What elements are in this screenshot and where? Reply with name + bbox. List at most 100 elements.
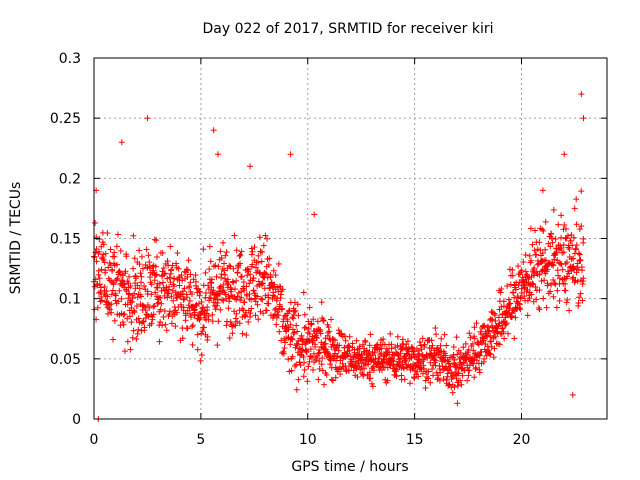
data-point [323, 371, 330, 378]
data-point [92, 219, 99, 226]
data-point [400, 365, 407, 372]
data-point [143, 246, 150, 253]
data-point [536, 271, 543, 278]
data-point [479, 334, 486, 341]
data-point [294, 328, 301, 335]
data-point [110, 281, 117, 288]
data-point [245, 318, 252, 325]
data-point [451, 384, 458, 391]
data-point [494, 328, 501, 335]
data-point [207, 258, 214, 265]
data-point [462, 340, 469, 347]
data-point [185, 257, 192, 264]
data-point [145, 313, 152, 320]
data-point [221, 267, 228, 274]
data-point [256, 269, 263, 276]
data-point [209, 311, 216, 318]
data-point [453, 334, 460, 341]
data-point [267, 274, 274, 281]
data-point [166, 308, 173, 315]
x-tick-label: 0 [90, 432, 99, 448]
data-point [433, 331, 440, 338]
data-point [217, 248, 224, 255]
data-point [485, 347, 492, 354]
data-point [437, 342, 444, 349]
data-point [169, 262, 176, 269]
x-tick-label: 20 [513, 432, 531, 448]
data-point [440, 376, 447, 383]
data-point [247, 271, 254, 278]
data-point [242, 313, 249, 320]
data-point [248, 245, 255, 252]
data-point [265, 294, 272, 301]
data-point [151, 302, 158, 309]
data-point [279, 286, 286, 293]
data-point [480, 337, 487, 344]
data-point [254, 301, 261, 308]
data-point [360, 372, 367, 379]
data-point [460, 344, 467, 351]
data-point [238, 288, 245, 295]
data-point [346, 347, 353, 354]
data-point [499, 325, 506, 332]
data-point [127, 282, 134, 289]
data-point [520, 258, 527, 265]
data-point [237, 260, 244, 267]
data-point [497, 289, 504, 296]
data-point [337, 371, 344, 378]
data-point [453, 364, 460, 371]
data-point [359, 341, 366, 348]
data-point [290, 315, 297, 322]
data-point [567, 238, 574, 245]
data-point [285, 356, 292, 363]
data-point [359, 370, 366, 377]
data-point [551, 280, 558, 287]
data-point [98, 284, 105, 291]
data-point [459, 372, 466, 379]
data-point [452, 368, 459, 375]
data-point [206, 243, 213, 250]
data-point [316, 358, 323, 365]
data-point [573, 242, 580, 249]
data-point [171, 283, 178, 290]
data-point [575, 266, 582, 273]
data-point [371, 349, 378, 356]
data-point [183, 266, 190, 273]
data-points [90, 91, 587, 422]
data-point [579, 297, 586, 304]
data-point [378, 345, 385, 352]
data-point [95, 289, 102, 296]
data-point [121, 311, 128, 318]
data-point [473, 320, 480, 327]
data-point [108, 291, 115, 298]
data-point [550, 293, 557, 300]
data-point [116, 287, 123, 294]
data-point [404, 338, 411, 345]
data-point [300, 373, 307, 380]
data-point [500, 298, 507, 305]
data-point [288, 367, 295, 374]
data-point [526, 295, 533, 302]
data-point [100, 251, 107, 258]
data-point [252, 312, 259, 319]
data-point [142, 307, 149, 314]
data-point [215, 318, 222, 325]
data-point [113, 243, 120, 250]
data-point [352, 352, 359, 359]
data-point [189, 322, 196, 329]
data-point [267, 285, 274, 292]
data-point [294, 301, 301, 308]
data-point [174, 294, 181, 301]
data-point [505, 304, 512, 311]
data-point [315, 376, 322, 383]
data-point [539, 250, 546, 257]
data-point [146, 304, 153, 311]
data-point [328, 376, 335, 383]
data-point [220, 239, 227, 246]
data-point [541, 277, 548, 284]
data-point [452, 371, 459, 378]
data-point [265, 261, 272, 268]
data-point [409, 344, 416, 351]
data-point [429, 342, 436, 349]
data-point [194, 331, 201, 338]
